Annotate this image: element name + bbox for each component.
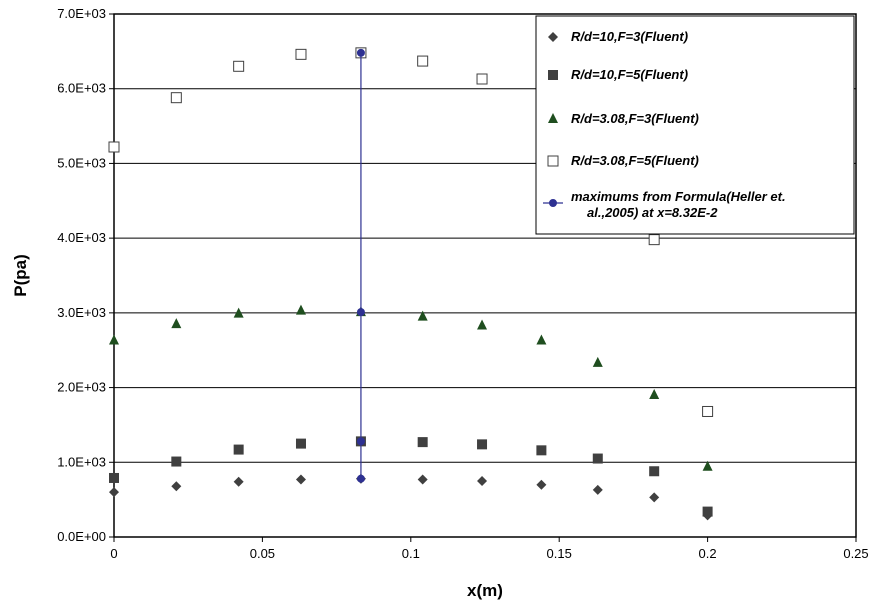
legend: R/d=10,F=3(Fluent) R/d=10,F=5(Fluent) R/d=… [535,15,855,235]
data-point [477,475,488,486]
data-point [356,48,365,57]
data-point [536,445,547,456]
data-point [702,405,714,417]
data-point [649,389,660,400]
y-tick-label: 6.0E+03 [57,81,106,96]
data-point [592,484,603,495]
legend-box [535,15,855,235]
data-point [109,487,119,498]
plot-frame [113,13,857,538]
y-tick-label: 5.0E+03 [57,155,106,170]
data-point [108,141,120,153]
data-point [295,48,307,60]
legend-item-4: R/d=3.08,F=5(Fluent) [547,153,699,168]
series-layer [108,47,714,521]
data-point [233,476,244,487]
data-point [417,437,428,448]
legend-item-1: R/d=10,F=3(Fluent) [548,29,688,44]
data-point [109,472,119,483]
data-point [295,474,306,485]
legend-marker [547,155,559,167]
data-point [702,460,713,471]
data-point [649,466,660,477]
data-point [109,334,119,345]
x-tick-label: 0 [110,546,117,561]
data-point [356,437,365,446]
data-point [356,474,365,483]
legend-marker [548,113,558,123]
data-point [171,456,182,467]
legend-item-5: maximums from Formula(Heller et. al.,2005… [543,189,786,220]
x-tick-label: 0.15 [547,546,572,561]
data-point [295,304,306,315]
data-point [536,334,547,345]
y-tick-label: 0.0E+00 [57,529,106,544]
data-point [417,55,429,67]
y-tick-label: 4.0E+03 [57,230,106,245]
x-axis-ticks: 0 0.05 0.1 0.15 0.2 0.25 [110,537,869,561]
x-tick-label: 0.1 [402,546,420,561]
x-tick-label: 0.2 [699,546,717,561]
data-point [592,356,603,367]
series-5 [356,48,365,483]
legend-marker [549,199,557,207]
data-point [295,438,306,449]
series-1 [109,473,713,521]
y-tick-label: 3.0E+03 [57,305,106,320]
data-point [536,479,547,490]
y-axis-title: P(pa) [11,254,30,297]
x-axis-title: x(m) [467,581,503,600]
legend-label: R/d=10,F=5(Fluent) [571,67,688,82]
data-point [417,474,428,485]
data-point [417,310,428,321]
legend-label: R/d=10,F=3(Fluent) [571,29,688,44]
data-point [702,506,713,517]
data-point [171,318,182,329]
data-point [356,308,365,317]
data-point [649,492,660,503]
data-point [233,307,244,318]
x-tick-label: 0.05 [250,546,275,561]
legend-label: R/d=3.08,F=5(Fluent) [571,153,699,168]
data-point [171,481,182,492]
legend-label: R/d=3.08,F=3(Fluent) [571,111,699,126]
legend-item-3: R/d=3.08,F=3(Fluent) [548,111,699,126]
y-tick-label: 7.0E+03 [57,6,106,21]
data-point [170,92,182,104]
x-tick-label: 0.25 [843,546,868,561]
legend-label: maximums from Formula(Heller et. al.,2005… [571,189,786,220]
y-axis-ticks: 0.0E+00 1.0E+03 2.0E+03 3.0E+03 4.0E+03 5.0E+… [57,6,114,544]
data-point [477,319,488,330]
legend-item-2: R/d=10,F=5(Fluent) [548,67,688,82]
legend-marker [548,70,558,80]
y-tick-label: 2.0E+03 [57,380,106,395]
legend-marker [548,32,558,42]
data-point [476,73,488,85]
y-tick-label: 1.0E+03 [57,454,106,469]
data-point [477,439,488,450]
data-point [233,444,244,455]
data-point [233,60,245,72]
data-point [648,234,660,246]
data-point [592,453,603,464]
